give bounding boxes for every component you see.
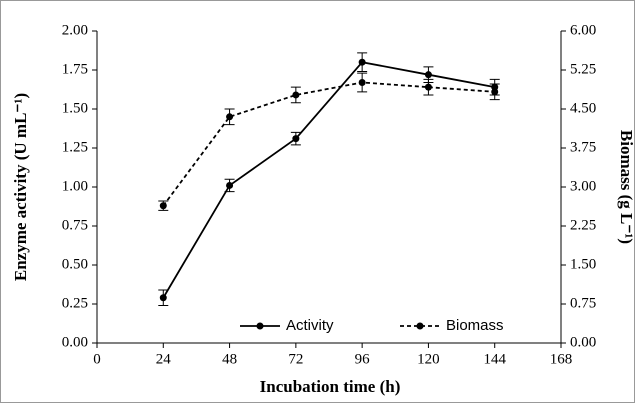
x-tick-label: 120 [417, 351, 440, 367]
point [159, 294, 167, 302]
point [159, 202, 167, 210]
y2-tick-label: 5.25 [570, 61, 596, 77]
y2-tick-label: 6.00 [570, 22, 596, 38]
legend-label: Biomass [446, 317, 504, 334]
legend-label: Activity [286, 317, 334, 334]
y2-tick-label: 1.50 [570, 256, 596, 272]
y2-tick-label: 4.50 [570, 100, 596, 116]
x-axis-label: Incubation time (h) [260, 377, 401, 396]
series-line [162, 61, 495, 299]
y2-tick-label: 0.00 [570, 334, 596, 350]
legend-item: Activity [240, 317, 334, 334]
y-tick-label: 1.00 [62, 178, 88, 194]
legend-marker [256, 322, 264, 330]
legend-marker [416, 322, 424, 330]
x-tick-label: 24 [156, 351, 172, 367]
y-tick-label: 1.50 [62, 100, 88, 116]
legend-item: Biomass [400, 317, 504, 334]
y-tick-label: 2.00 [62, 22, 88, 38]
y-tick-label: 0.75 [62, 217, 88, 233]
x-tick-label: 48 [222, 351, 237, 367]
x-tick-label: 144 [483, 351, 506, 367]
x-tick-label: 72 [288, 351, 303, 367]
y2-axis-label: Biomass (g L⁻¹) [617, 130, 635, 244]
x-tick-label: 96 [355, 351, 371, 367]
point [226, 181, 234, 189]
y-tick-label: 1.25 [62, 139, 88, 155]
x-tick-label: 168 [550, 351, 573, 367]
y-tick-label: 0.25 [62, 295, 88, 311]
series-line [162, 81, 495, 207]
y-tick-label: 0.50 [62, 256, 88, 272]
point [424, 71, 432, 79]
y2-tick-label: 2.25 [570, 217, 596, 233]
point [292, 135, 300, 143]
y2-tick-label: 3.00 [570, 178, 596, 194]
x-tick-label: 0 [93, 351, 101, 367]
point [424, 83, 432, 91]
y-tick-label: 0.00 [62, 334, 88, 350]
y2-tick-label: 3.75 [570, 139, 596, 155]
point [358, 78, 366, 86]
point [358, 58, 366, 66]
point [226, 113, 234, 121]
point [292, 91, 300, 99]
point [491, 88, 499, 96]
y-axis-label: Enzyme activity (U mL⁻¹) [11, 93, 30, 281]
y-tick-label: 1.75 [62, 61, 88, 77]
y2-tick-label: 0.75 [570, 295, 596, 311]
